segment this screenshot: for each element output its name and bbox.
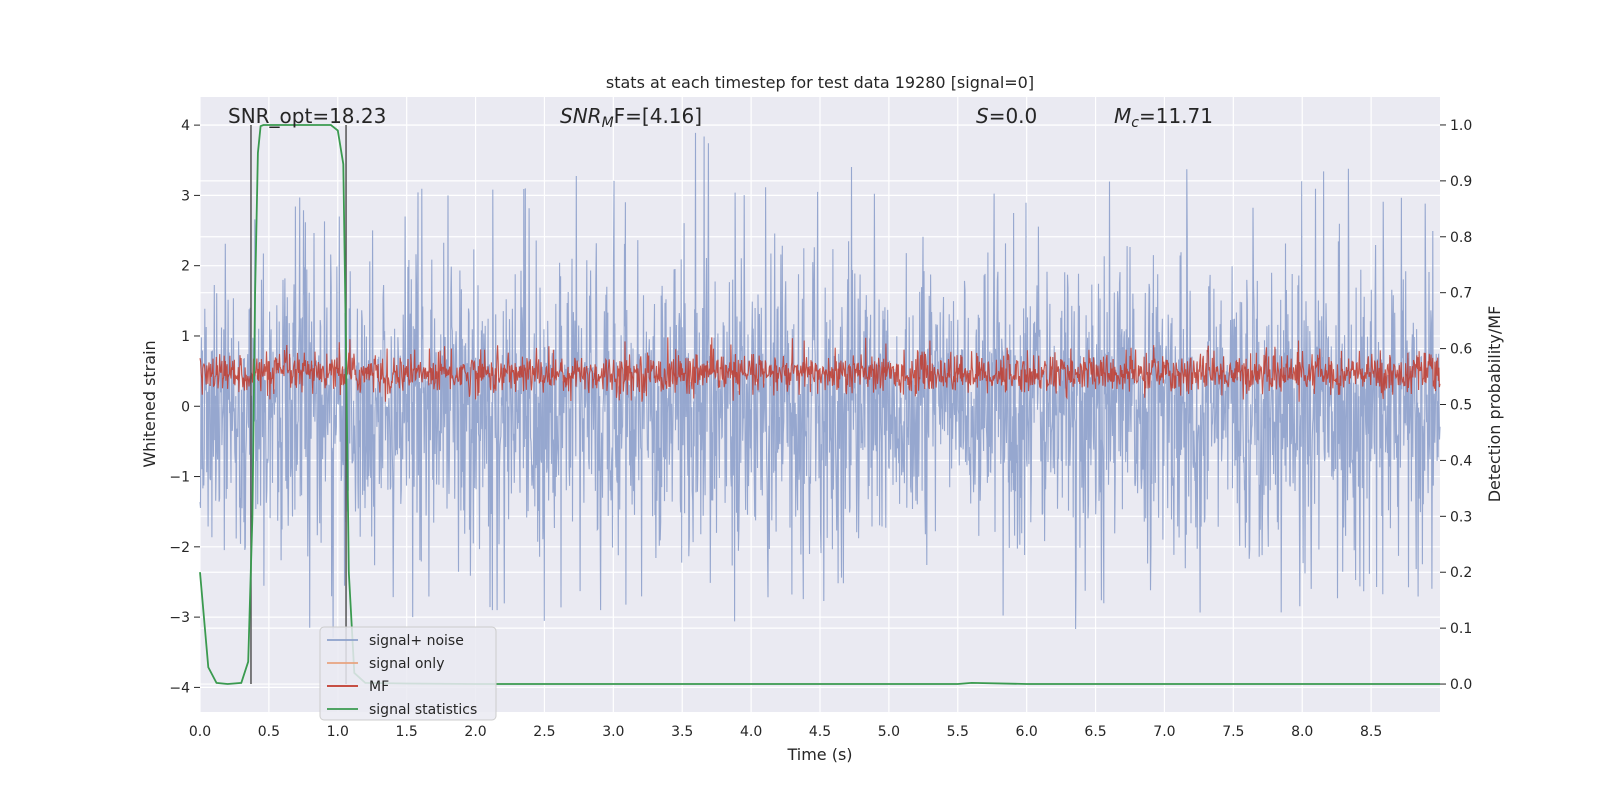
annotation-mc-var: M <box>1114 104 1131 128</box>
y-right-axis-label: Detection probability/MF <box>1485 306 1504 503</box>
y-left-tick-label: −1 <box>169 470 190 486</box>
x-tick-label: 4.5 <box>809 724 831 740</box>
legend-label-signal-noise: signal+ noise <box>369 633 464 649</box>
y-right-tick-label: 0.9 <box>1450 174 1472 190</box>
mf-series <box>199 337 1441 402</box>
series-signal-noise <box>199 132 1441 638</box>
annotation-snr-mf-prefix: SNR <box>560 104 602 128</box>
x-tick-label: 0.0 <box>189 724 211 740</box>
annotation-s-val: =0.0 <box>989 104 1038 128</box>
annotation-snr-mf-rest: F=[4.16] <box>614 104 702 128</box>
y-left-tick-label: 0 <box>181 399 190 415</box>
legend: signal+ noise signal only MF signal stat… <box>319 626 497 721</box>
x-tick-label: 1.0 <box>327 724 349 740</box>
chart-title: stats at each timestep for test data 192… <box>606 73 1034 92</box>
y-left-tick-label: −3 <box>169 610 190 626</box>
signal-statistics-series <box>199 124 1440 685</box>
x-axis-ticks: 0.0 0.5 1.0 1.5 2.0 2.5 3.0 3.5 4.0 4.5 5.0 5.5 6.0 6… <box>189 724 1382 740</box>
x-tick-label: 6.0 <box>1016 724 1038 740</box>
y-right-tick-label: 0.7 <box>1450 286 1472 302</box>
y-left-tick-label: 3 <box>181 188 190 204</box>
annotation-mc-sub: c <box>1131 115 1139 131</box>
x-tick-label: 2.5 <box>533 724 555 740</box>
annotation-mc: Mc=11.71 <box>1114 104 1213 131</box>
y-right-axis-ticks: 1.0 0.9 0.8 0.7 0.6 0.5 0.4 0.3 0.2 0.1 0.0 <box>1440 118 1472 693</box>
y-left-tick-label: 2 <box>181 259 190 275</box>
y-right-tick-label: 0.4 <box>1450 453 1472 469</box>
legend-box <box>319 626 497 721</box>
y-right-tick-label: 0.0 <box>1450 677 1472 693</box>
x-tick-label: 0.5 <box>258 724 280 740</box>
legend-label-signal-only: signal only <box>369 656 444 672</box>
y-left-axis-label: Whitened strain <box>140 340 159 467</box>
x-tick-label: 1.5 <box>396 724 418 740</box>
x-tick-label: 5.5 <box>947 724 969 740</box>
x-tick-label: 2.0 <box>464 724 486 740</box>
y-left-tick-label: −4 <box>169 680 190 696</box>
annotation-s-var: S <box>976 104 989 128</box>
x-tick-label: 8.0 <box>1291 724 1313 740</box>
annotation-snr-opt: SNR_opt=18.23 <box>228 104 386 128</box>
y-left-axis-ticks: 4 3 2 1 0 −1 −2 −3 −4 <box>169 118 200 696</box>
x-tick-label: 3.5 <box>671 724 693 740</box>
x-axis-label: Time (s) <box>786 745 852 764</box>
x-tick-label: 5.0 <box>878 724 900 740</box>
legend-label-mf: MF <box>369 679 389 695</box>
legend-label-signal-statistics: signal statistics <box>369 702 477 718</box>
x-tick-label: 3.0 <box>602 724 624 740</box>
x-tick-label: 6.5 <box>1084 724 1106 740</box>
y-left-tick-label: 4 <box>181 118 190 134</box>
y-right-tick-label: 0.1 <box>1450 621 1472 637</box>
y-right-tick-label: 0.5 <box>1450 398 1472 414</box>
annotation-mc-val: =11.71 <box>1139 104 1213 128</box>
x-tick-label: 7.5 <box>1222 724 1244 740</box>
series-signal-statistics <box>199 124 1440 685</box>
series-mf <box>199 337 1441 402</box>
x-tick-label: 8.5 <box>1360 724 1382 740</box>
y-right-tick-label: 0.8 <box>1450 230 1472 246</box>
y-left-tick-label: 1 <box>181 329 190 345</box>
annotation-snr-mf-sub: M <box>602 115 614 131</box>
signal-noise-series <box>199 132 1441 638</box>
x-tick-label: 7.0 <box>1153 724 1175 740</box>
y-left-tick-label: −2 <box>169 540 190 556</box>
annotation-s: S=0.0 <box>976 104 1037 128</box>
y-right-tick-label: 0.2 <box>1450 565 1472 581</box>
y-right-tick-label: 0.6 <box>1450 342 1472 358</box>
x-tick-label: 4.0 <box>740 724 762 740</box>
y-right-tick-label: 0.3 <box>1450 509 1472 525</box>
y-right-tick-label: 1.0 <box>1450 118 1472 134</box>
annotation-snr-mf: SNRMF=[4.16] <box>560 104 702 131</box>
